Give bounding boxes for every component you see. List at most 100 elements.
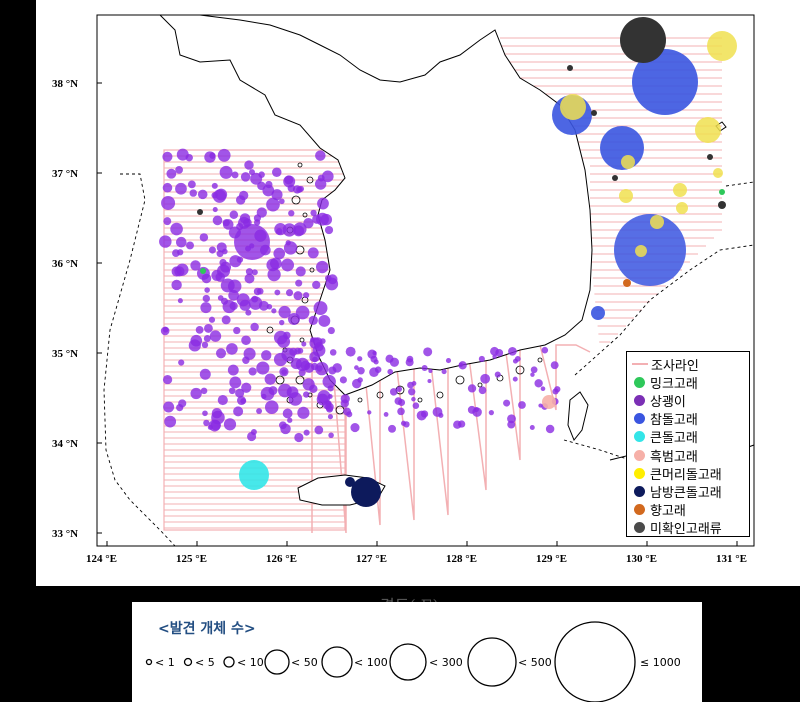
porpoise-sighting bbox=[283, 175, 296, 188]
porpoise-sighting bbox=[467, 384, 477, 393]
legend-item-minke: 밍크고래 bbox=[631, 373, 745, 392]
porpoise-sighting bbox=[370, 355, 378, 363]
porpoise-sighting bbox=[240, 398, 247, 405]
porpoise-sighting bbox=[309, 384, 318, 394]
porpoise-sighting bbox=[554, 386, 561, 393]
porpoise-sighting bbox=[416, 410, 427, 421]
lat-label-34: 34 °N bbox=[52, 438, 78, 450]
porpoise-sighting bbox=[285, 240, 291, 246]
legend-item-common-dolphin: 참돌고래 bbox=[631, 410, 745, 428]
porpoise-sighting bbox=[279, 319, 285, 326]
legend-label: 참돌고래 bbox=[650, 413, 698, 429]
porpoise-sighting bbox=[283, 331, 291, 340]
porpoise-sighting bbox=[229, 210, 239, 219]
porpoise-sighting bbox=[318, 315, 331, 327]
lon-label-124: 124 °E bbox=[86, 553, 117, 565]
porpoise-sighting bbox=[534, 379, 543, 388]
porpoise-sighting bbox=[178, 359, 185, 366]
porpoise-sighting bbox=[217, 148, 231, 162]
porpoise-sighting bbox=[453, 420, 462, 429]
porpoise-sighting bbox=[212, 215, 223, 226]
porpoise-sighting bbox=[177, 298, 183, 304]
porpoise-sighting bbox=[163, 217, 172, 226]
size-label-300: < 300 bbox=[429, 656, 463, 669]
survey-line-swatch bbox=[632, 363, 648, 366]
porpoise-sighting bbox=[372, 350, 377, 356]
porpoise-sighting bbox=[250, 322, 259, 332]
porpoise-sighting bbox=[408, 388, 416, 396]
porpoise-sighting bbox=[256, 361, 270, 375]
porpoise-sighting bbox=[229, 376, 242, 389]
korean-peninsula-outline bbox=[158, 14, 593, 396]
species-sighting bbox=[612, 175, 618, 181]
porpoise-sighting bbox=[189, 189, 198, 197]
porpoise-sighting bbox=[367, 410, 372, 415]
porpoise-sighting bbox=[188, 339, 201, 352]
porpoise-sighting bbox=[287, 417, 293, 423]
island bbox=[306, 176, 314, 184]
species-sighting bbox=[239, 460, 269, 490]
species-sighting bbox=[591, 110, 597, 116]
porpoise-sighting bbox=[441, 369, 447, 375]
porpoise-sighting bbox=[162, 182, 173, 193]
legend-label: 상괭이 bbox=[650, 394, 686, 410]
porpoise-sighting bbox=[199, 233, 209, 242]
porpoise-sighting bbox=[488, 410, 494, 416]
species-sighting bbox=[695, 117, 721, 143]
porpoise-sighting bbox=[209, 152, 216, 159]
species-sighting bbox=[560, 94, 586, 120]
porpoise-sighting bbox=[203, 323, 213, 333]
porpoise-sighting bbox=[295, 305, 310, 320]
longitude-labels: 124 °E 125 °E 126 °E 127 °E 128 °E 129 °… bbox=[86, 553, 747, 565]
island bbox=[302, 212, 308, 218]
sperm-swatch bbox=[634, 504, 645, 516]
island bbox=[295, 375, 305, 385]
size-label-100: < 100 bbox=[354, 656, 388, 669]
porpoise-sighting bbox=[411, 381, 417, 386]
porpoise-sighting bbox=[202, 410, 208, 417]
porpoise-sighting bbox=[467, 405, 476, 414]
lon-label-128: 128 °E bbox=[446, 553, 477, 565]
porpoise-sighting bbox=[242, 356, 250, 365]
porpoise-sighting bbox=[190, 387, 202, 400]
porpoise-sighting bbox=[545, 424, 555, 434]
legend-item-indo-pacific: 남방큰돌고래 bbox=[631, 482, 745, 501]
porpoise-sighting bbox=[312, 214, 322, 224]
porpoise-sighting bbox=[411, 396, 416, 402]
porpoise-sighting bbox=[321, 170, 334, 183]
porpoise-sighting bbox=[278, 383, 292, 398]
porpoise-sighting bbox=[405, 358, 414, 367]
porpoise-sighting bbox=[541, 346, 549, 354]
porpoise-sighting bbox=[314, 425, 324, 435]
porpoise-sighting bbox=[221, 315, 231, 325]
porpoise-sighting bbox=[223, 418, 237, 431]
porpoise-sighting bbox=[271, 189, 283, 201]
porpoise-sighting bbox=[369, 367, 379, 378]
porpoise-sighting bbox=[529, 425, 535, 430]
porpoise-sighting bbox=[175, 236, 187, 248]
lat-label-35: 35 °N bbox=[52, 348, 78, 360]
size-legend-canvas: < 1 < 5 < 10 < 50 < 100 < 300 < 500 ≤ 10… bbox=[145, 621, 681, 702]
porpoise-sighting bbox=[458, 362, 464, 367]
porpoise-sighting bbox=[281, 258, 295, 272]
porpoise-sighting bbox=[388, 424, 396, 433]
island bbox=[455, 375, 465, 385]
map-canvas: 38 °N 37 °N 36 °N 35 °N 34 °N 33 °N 124 … bbox=[52, 14, 755, 565]
eez-boundary-east2 bbox=[725, 181, 755, 187]
size-circle-5 bbox=[183, 657, 193, 667]
size-circle-500 bbox=[467, 637, 517, 687]
porpoise-sighting bbox=[227, 364, 239, 376]
porpoise-sighting bbox=[279, 421, 287, 430]
porpoise-sighting bbox=[354, 365, 359, 370]
porpoise-sighting bbox=[322, 374, 336, 389]
eez-boundary-east bbox=[574, 244, 755, 376]
size-circle-50 bbox=[264, 649, 290, 675]
porpoise-sighting bbox=[325, 277, 339, 291]
porpoise-sighting bbox=[253, 219, 261, 226]
porpoise-sighting bbox=[350, 422, 360, 433]
porpoise-sighting bbox=[327, 414, 333, 420]
size-label-1000: ≤ 1000 bbox=[640, 656, 681, 669]
porpoise-sighting bbox=[208, 246, 216, 254]
species-sighting bbox=[719, 189, 725, 195]
island bbox=[477, 382, 483, 388]
